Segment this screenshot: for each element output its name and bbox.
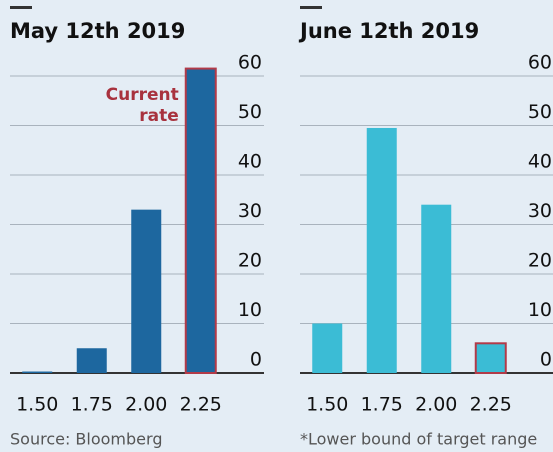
y-tick-label: 10 <box>528 299 552 321</box>
x-tick-label: 1.50 <box>16 394 58 416</box>
bar <box>366 127 397 373</box>
x-tick-label: 1.75 <box>71 394 113 416</box>
y-tick-label: 30 <box>238 200 262 222</box>
bar <box>421 204 452 373</box>
bar <box>22 371 53 373</box>
bar <box>131 209 162 373</box>
title-rule <box>10 6 32 9</box>
x-tick-label: 2.00 <box>415 394 457 416</box>
source-note: *Lower bound of target range <box>300 430 537 449</box>
x-tick-label: 1.50 <box>306 394 348 416</box>
y-tick-label: 40 <box>238 151 262 173</box>
y-tick-label: 60 <box>238 52 262 74</box>
annotation: rate <box>139 106 179 126</box>
y-tick-label: 10 <box>238 299 262 321</box>
y-tick-label: 20 <box>528 250 552 272</box>
bar <box>184 67 217 374</box>
y-tick-label: 20 <box>238 250 262 272</box>
title-rule <box>300 6 322 9</box>
x-tick-label: 1.75 <box>361 394 403 416</box>
x-tick-label: 2.25 <box>470 394 512 416</box>
y-tick-label: 40 <box>528 151 552 173</box>
x-tick-label: 2.00 <box>125 394 167 416</box>
source-note: Source: Bloomberg <box>10 430 162 449</box>
y-tick-label: 0 <box>250 349 262 371</box>
y-tick-label: 30 <box>528 200 552 222</box>
chart-title: May 12th 2019 <box>10 19 185 43</box>
y-tick-label: 0 <box>540 349 552 371</box>
y-tick-label: 60 <box>528 52 552 74</box>
y-tick-label: 50 <box>528 101 552 123</box>
bar <box>76 348 107 373</box>
bar <box>474 342 507 374</box>
y-tick-label: 50 <box>238 101 262 123</box>
chart-title: June 12th 2019 <box>298 19 479 43</box>
x-tick-label: 2.25 <box>180 394 222 416</box>
annotation: Current <box>106 85 179 105</box>
bar <box>312 323 343 373</box>
